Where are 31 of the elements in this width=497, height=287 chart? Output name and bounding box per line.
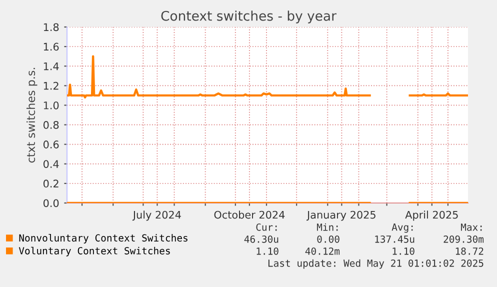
y-axis-title: ctxt switches p.s.: [26, 68, 38, 163]
y-tick-label: 1.8: [44, 23, 59, 32]
text: 46.30u: [244, 235, 278, 243]
text: 137.45u: [375, 235, 414, 243]
y-tick-label: 0.4: [43, 160, 59, 168]
text: Avg:: [392, 224, 413, 233]
text: Last update: Wed May 21 01:01:02 2025: [268, 259, 484, 269]
x-tick-label: July 2024: [132, 210, 181, 221]
y-tick-label: 0.2: [43, 180, 58, 188]
x-tick-label: October 2024: [214, 210, 285, 219]
text: 1.10: [256, 247, 278, 255]
text: Min:: [316, 223, 338, 231]
y-tick-label: 0.0: [43, 199, 59, 208]
y-tick-label: 0.8: [43, 121, 59, 129]
x-tick-label: April 2025: [405, 210, 458, 221]
text: 18.72: [456, 247, 484, 255]
y-tick-label: 1.2: [44, 82, 58, 90]
y-tick-label: 0.6: [43, 140, 59, 148]
y-tick-label: 1.4: [44, 62, 59, 70]
text: 0.00: [317, 235, 340, 243]
x-tick-label: January 2025: [306, 210, 376, 221]
y-tick-label: 1.0: [44, 101, 59, 110]
text: 1.10: [392, 247, 414, 255]
text: 209.30m: [444, 235, 484, 243]
legend-label: Voluntary Context Switches: [18, 246, 170, 256]
text: Max:: [460, 224, 482, 231]
legend-label: Nonvoluntary Context Switches: [19, 234, 188, 244]
text: 40.12m: [305, 247, 340, 255]
text: Cur:: [256, 223, 277, 231]
chart-title: Context switches - by year: [161, 10, 336, 24]
y-tick-label: 1.6: [44, 42, 59, 51]
